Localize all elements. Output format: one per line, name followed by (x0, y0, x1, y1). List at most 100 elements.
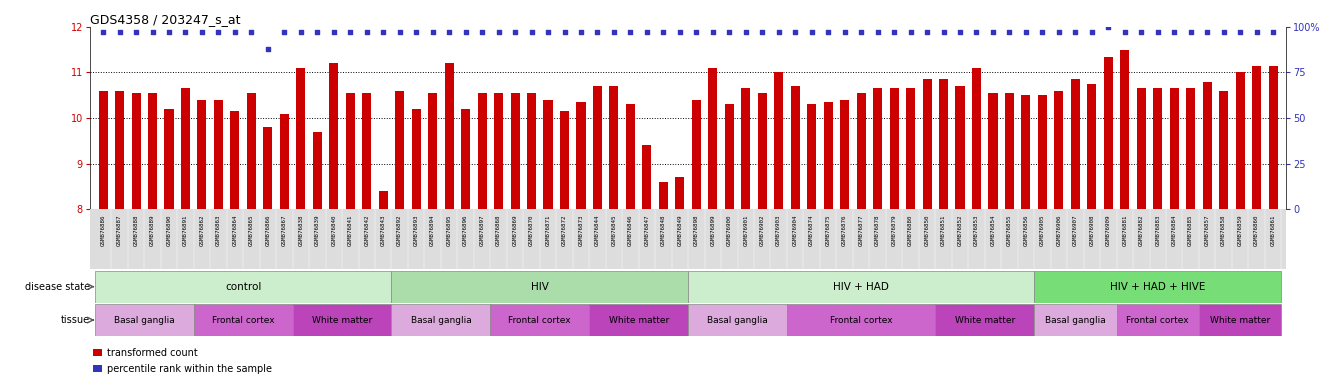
Bar (346, 93, 354, 209)
Bar (972, 68, 981, 209)
Text: Frontal cortex: Frontal cortex (509, 316, 571, 324)
Bar (93, 349, 102, 356)
Bar (1120, 50, 1129, 209)
Text: GSM876905: GSM876905 (1040, 214, 1044, 245)
Text: GSM876896: GSM876896 (463, 214, 468, 245)
Bar (131, 93, 140, 209)
Text: GSM876871: GSM876871 (546, 214, 550, 245)
Point (1015, 29, 1036, 35)
Bar (1034, 271, 1281, 303)
Bar (95, 304, 194, 336)
Text: GSM876841: GSM876841 (348, 214, 353, 245)
Text: GSM876848: GSM876848 (661, 214, 666, 245)
Point (587, 29, 608, 35)
Text: GSM876849: GSM876849 (677, 214, 682, 245)
Point (356, 29, 377, 35)
Point (752, 29, 773, 35)
Point (785, 29, 806, 35)
Text: GSM876879: GSM876879 (891, 214, 896, 245)
Text: GSM876865: GSM876865 (249, 214, 254, 245)
Text: White matter: White matter (312, 316, 373, 324)
Point (817, 29, 838, 35)
Bar (214, 100, 223, 209)
Bar (989, 93, 998, 209)
Point (686, 29, 707, 35)
Text: GSM876842: GSM876842 (365, 214, 369, 245)
Text: GSM876902: GSM876902 (760, 214, 764, 245)
Text: GSM876884: GSM876884 (1171, 214, 1177, 245)
Text: GSM876845: GSM876845 (612, 214, 616, 245)
Bar (197, 100, 206, 209)
Bar (490, 304, 590, 336)
Text: GSM876853: GSM876853 (974, 214, 980, 245)
Text: GSM876890: GSM876890 (167, 214, 172, 245)
Point (1214, 29, 1235, 35)
Text: GSM876866: GSM876866 (266, 214, 271, 245)
Bar (1055, 91, 1063, 209)
Text: Basal ganglia: Basal ganglia (411, 316, 471, 324)
Bar (956, 86, 965, 209)
Point (850, 29, 871, 35)
Bar (263, 127, 272, 209)
Bar (411, 109, 420, 209)
Text: GSM876901: GSM876901 (743, 214, 748, 245)
Point (999, 29, 1021, 35)
Text: Frontal cortex: Frontal cortex (212, 316, 275, 324)
Bar (857, 93, 866, 209)
Text: Frontal cortex: Frontal cortex (1126, 316, 1188, 324)
Bar (1038, 95, 1047, 209)
Bar (824, 102, 833, 209)
Text: GSM876840: GSM876840 (332, 214, 336, 245)
Text: GSM876882: GSM876882 (1138, 214, 1144, 245)
Point (916, 29, 937, 35)
Point (340, 29, 361, 35)
Text: GSM876846: GSM876846 (628, 214, 633, 245)
Point (373, 29, 394, 35)
Text: GSM876852: GSM876852 (957, 214, 962, 245)
Text: GSM876844: GSM876844 (595, 214, 600, 245)
Point (834, 29, 855, 35)
Bar (428, 93, 438, 209)
Bar (1219, 91, 1228, 209)
Point (636, 29, 657, 35)
Bar (709, 68, 718, 209)
Point (455, 29, 476, 35)
Text: GSM876855: GSM876855 (1007, 214, 1011, 245)
Text: GSM876886: GSM876886 (100, 214, 106, 245)
Bar (1186, 88, 1195, 209)
Text: GSM876875: GSM876875 (826, 214, 830, 245)
Point (966, 29, 988, 35)
Point (1032, 29, 1054, 35)
Text: GSM876897: GSM876897 (480, 214, 485, 245)
Point (1263, 29, 1284, 35)
Bar (296, 68, 305, 209)
Bar (676, 177, 685, 209)
Bar (935, 304, 1034, 336)
Text: White matter: White matter (1210, 316, 1270, 324)
Point (1048, 29, 1069, 35)
Text: GSM876880: GSM876880 (908, 214, 914, 245)
Text: White matter: White matter (608, 316, 669, 324)
Point (1147, 29, 1169, 35)
Bar (839, 100, 849, 209)
Bar (758, 93, 767, 209)
Point (175, 29, 196, 35)
Point (126, 29, 147, 35)
Bar (1117, 304, 1199, 336)
Bar (115, 91, 124, 209)
Text: HIV: HIV (531, 281, 549, 292)
Bar (280, 114, 290, 209)
Point (108, 29, 130, 35)
Bar (510, 93, 520, 209)
Text: GSM876878: GSM876878 (875, 214, 880, 245)
Text: GSM876847: GSM876847 (644, 214, 649, 245)
Bar (791, 86, 800, 209)
Bar (642, 146, 652, 209)
Bar (181, 88, 190, 209)
Point (406, 29, 427, 35)
Text: GSM876909: GSM876909 (1105, 214, 1110, 245)
Text: White matter: White matter (954, 316, 1015, 324)
Text: GSM876868: GSM876868 (496, 214, 501, 245)
Text: GSM876858: GSM876858 (1222, 214, 1227, 245)
Bar (787, 304, 935, 336)
